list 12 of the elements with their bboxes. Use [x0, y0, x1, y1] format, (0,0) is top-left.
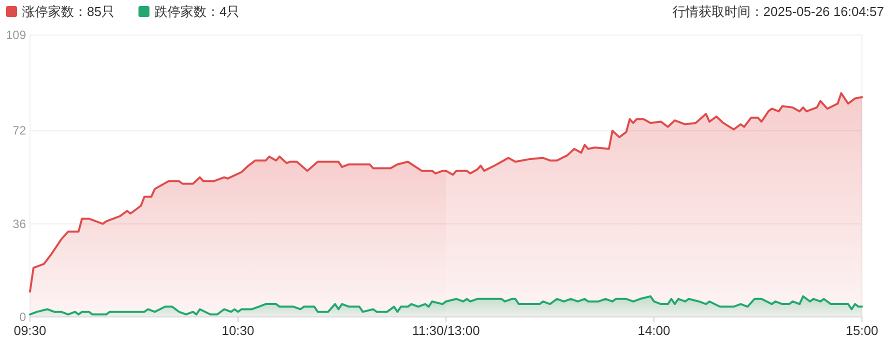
y-tick-label: 0	[19, 310, 26, 324]
x-tick-label: 11:30/13:00	[412, 323, 480, 338]
x-tick-label: 10:30	[222, 323, 254, 338]
y-tick-label: 109	[6, 28, 26, 42]
y-tick-label: 36	[12, 216, 26, 231]
text: 行情获取时间：2025-05-26 16:04:57	[672, 4, 884, 19]
y-tick-label: 72	[12, 124, 26, 138]
x-tick-label: 09:30	[14, 323, 46, 338]
x-tick-label: 15:00	[846, 323, 878, 338]
legend-label: 涨停家数：85只	[22, 4, 114, 19]
legend-label: 跌停家数：4只	[154, 4, 240, 19]
x-tick-label: 14:00	[638, 323, 670, 338]
